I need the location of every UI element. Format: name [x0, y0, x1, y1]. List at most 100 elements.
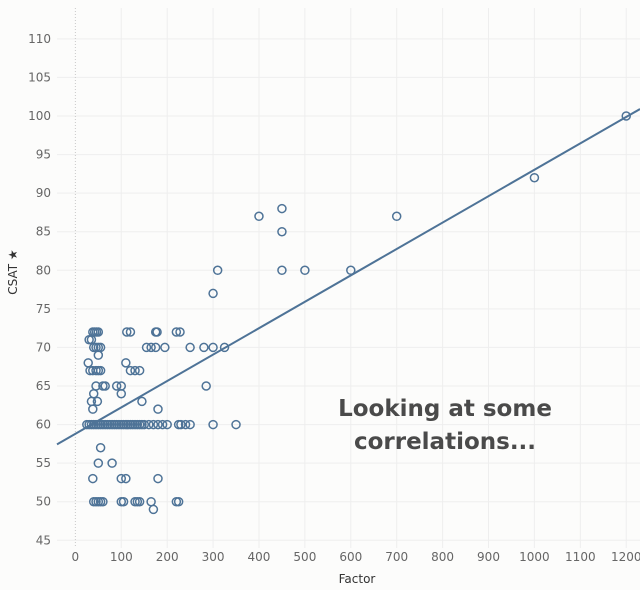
data-point — [95, 442, 106, 453]
data-point — [173, 496, 184, 507]
annotation: Looking at some correlations... — [300, 393, 590, 459]
data-point — [153, 473, 163, 484]
y-tick-label: 80 — [36, 263, 51, 277]
x-tick-label: 400 — [248, 550, 271, 564]
y-tick-label: 90 — [36, 186, 51, 200]
annotation-line-2: correlations... — [353, 429, 537, 455]
data-point — [137, 396, 147, 407]
data-point — [88, 404, 98, 414]
data-point — [277, 265, 287, 276]
data-point — [199, 342, 209, 353]
data-point — [88, 473, 98, 484]
data-point — [180, 419, 191, 430]
data-point — [130, 365, 140, 376]
data-point — [150, 342, 161, 353]
data-point — [134, 365, 145, 376]
data-point — [208, 419, 218, 430]
data-point — [208, 288, 218, 299]
y-tick-label: 75 — [36, 302, 51, 316]
data-point — [175, 327, 185, 337]
data-point — [152, 327, 162, 337]
data-point — [116, 388, 127, 399]
x-tick-label: 200 — [156, 550, 179, 564]
data-point — [153, 419, 163, 430]
x-tick-label: 0 — [72, 550, 80, 564]
y-tick-label: 85 — [36, 225, 51, 239]
y-tick-label: 50 — [36, 495, 51, 509]
data-point — [148, 504, 159, 515]
x-tick-label: 1200 — [611, 550, 640, 564]
data-point — [231, 419, 241, 430]
y-tick-label: 65 — [36, 379, 51, 393]
x-axis-title: Factor — [339, 572, 376, 586]
y-tick-label: 55 — [36, 456, 51, 470]
data-point — [122, 327, 132, 337]
y-tick-label: 70 — [36, 340, 51, 354]
data-point — [162, 419, 172, 430]
data-point — [121, 473, 131, 484]
data-point — [212, 265, 223, 276]
data-point — [144, 419, 154, 430]
data-point — [121, 358, 131, 368]
y-axis-ticks: 45 50 55 60 65 70 75 80 85 90 95 100 105 110 — [28, 32, 51, 547]
y-axis-title: CSAT ★ — [6, 249, 20, 294]
y-tick-label: 105 — [28, 70, 51, 84]
data-point — [185, 342, 195, 353]
gridlines — [57, 8, 640, 548]
data-point — [100, 381, 110, 391]
data-point — [153, 404, 163, 414]
y-tick-label: 100 — [28, 109, 51, 123]
data-point — [621, 111, 631, 121]
annotation-line-1: Looking at some — [338, 396, 552, 422]
data-point — [160, 342, 170, 353]
x-axis-ticks: 0 100 200 300 400 500 600 700 800 900 1000 1100 1200 — [72, 550, 640, 564]
data-point — [146, 342, 156, 353]
data-point — [171, 327, 182, 337]
data-point — [92, 396, 103, 407]
data-point — [219, 342, 230, 353]
x-tick-label: 1000 — [519, 550, 550, 564]
data-point — [88, 388, 99, 399]
data-point — [277, 203, 287, 214]
data-point — [93, 350, 104, 360]
data-point — [148, 419, 159, 430]
data-points — [82, 111, 631, 515]
y-tick-label: 60 — [36, 418, 51, 432]
x-tick-label: 500 — [293, 550, 316, 564]
x-tick-label: 300 — [202, 550, 225, 564]
x-tick-label: 700 — [385, 550, 408, 564]
data-point — [141, 342, 152, 353]
y-tick-label: 110 — [28, 32, 51, 46]
x-tick-label: 600 — [339, 550, 362, 564]
data-point — [107, 458, 117, 468]
data-point — [157, 419, 168, 430]
data-point — [125, 327, 136, 337]
x-tick-label: 100 — [110, 550, 133, 564]
trend-line — [56, 108, 640, 446]
data-point — [208, 342, 218, 353]
data-point — [111, 381, 122, 391]
x-tick-label: 800 — [431, 550, 454, 564]
x-tick-label: 900 — [477, 550, 500, 564]
data-point — [118, 496, 129, 507]
data-point — [134, 496, 145, 507]
data-point — [95, 365, 106, 376]
data-point — [254, 211, 264, 222]
data-point — [93, 458, 104, 468]
y-tick-label: 95 — [36, 148, 51, 162]
data-point — [125, 365, 136, 376]
data-point — [93, 327, 104, 337]
x-tick-label: 1100 — [565, 550, 596, 564]
data-point — [98, 496, 108, 507]
data-point — [139, 419, 149, 430]
y-tick-label: 45 — [36, 533, 51, 547]
data-point — [391, 211, 402, 222]
data-point — [300, 265, 310, 276]
data-point — [277, 226, 287, 237]
data-point — [529, 172, 540, 183]
data-point — [185, 419, 195, 430]
data-point — [201, 381, 211, 391]
data-point — [173, 419, 184, 430]
